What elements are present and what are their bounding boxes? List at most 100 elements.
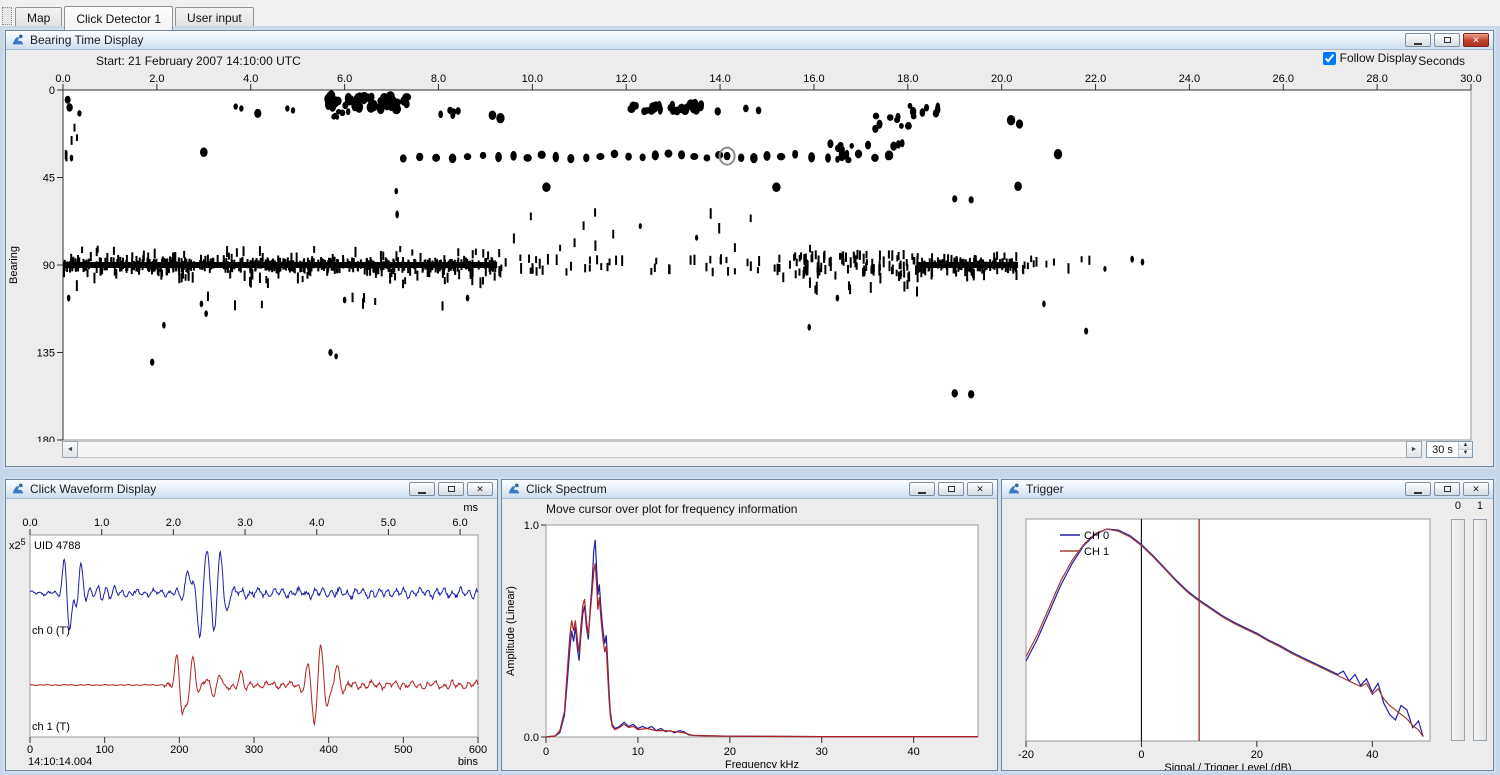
svg-text:20: 20 [724, 746, 736, 758]
minimize-button[interactable] [1405, 33, 1431, 47]
svg-text:ch 1 (T): ch 1 (T) [32, 721, 70, 733]
svg-text:ch 0 (T): ch 0 (T) [32, 625, 70, 637]
svg-text:1.0: 1.0 [524, 520, 539, 532]
spinner-up-button[interactable]: ▲ [1459, 442, 1472, 450]
svg-text:30.0: 30.0 [1460, 73, 1481, 85]
bearing-scrollbar[interactable]: ◄ ► [62, 441, 1422, 458]
close-button[interactable]: ✕ [1463, 33, 1489, 47]
restore-button[interactable] [1434, 33, 1460, 47]
tab-click-detector-1[interactable]: Click Detector 1 [64, 6, 174, 30]
svg-text:4.0: 4.0 [243, 73, 258, 85]
bearing-time-plot[interactable]: 0.0 2.0 4.0 6.0 8.0 10.0 12.0 14.0 16.0 18.0 20.0 2… [6, 70, 1491, 442]
svg-text:1.0: 1.0 [94, 517, 109, 529]
svg-text:135: 135 [37, 348, 55, 360]
svg-text:0.0: 0.0 [22, 517, 37, 529]
scroll-left-button[interactable]: ◄ [62, 441, 78, 458]
window-title: Trigger [1026, 482, 1064, 496]
svg-text:Frequency kHz: Frequency kHz [725, 759, 799, 768]
tab-strip: Map Click Detector 1 User input [0, 0, 1500, 30]
svg-text:10: 10 [632, 746, 644, 758]
click-spectrum-window: Click Spectrum ✕ Move cursor over plot f… [501, 479, 998, 771]
svg-text:400: 400 [319, 744, 337, 756]
svg-text:14.0: 14.0 [709, 73, 730, 85]
svg-text:6.0: 6.0 [337, 73, 352, 85]
svg-text:0.0: 0.0 [55, 73, 70, 85]
follow-display-label: Follow Display [1339, 51, 1417, 65]
svg-text:16.0: 16.0 [803, 73, 824, 85]
channel-1-meter-label: 1 [1476, 500, 1483, 512]
svg-text:18.0: 18.0 [897, 73, 918, 85]
close-button[interactable]: ✕ [467, 482, 493, 496]
spinner-down-button[interactable]: ▼ [1459, 450, 1472, 457]
svg-text:x25: x25 [9, 537, 26, 552]
window-title: Bearing Time Display [30, 33, 144, 47]
svg-text:6.0: 6.0 [452, 517, 467, 529]
spectrum-plot[interactable]: 1.0 0.0 Amplitude (Linear) 0 10 20 30 40 Frequen… [502, 499, 995, 768]
svg-text:180: 180 [37, 435, 55, 442]
restore-button[interactable] [1434, 482, 1460, 496]
tab-strip-scroll[interactable] [2, 7, 12, 25]
channel-1-level-meter [1473, 519, 1487, 741]
svg-text:CH 0: CH 0 [1084, 530, 1109, 542]
svg-text:24.0: 24.0 [1179, 73, 1200, 85]
trigger-plot[interactable]: -20 0 20 40 Signal / Trigger Level (dB) CH 0 C… [1002, 499, 1444, 770]
restore-button[interactable] [938, 482, 964, 496]
svg-text:500: 500 [394, 744, 412, 756]
close-button[interactable]: ✕ [1463, 482, 1489, 496]
svg-text:14:10:14.004: 14:10:14.004 [28, 756, 92, 768]
svg-text:3.0: 3.0 [237, 517, 252, 529]
svg-text:0: 0 [543, 746, 549, 758]
svg-text:90: 90 [43, 260, 55, 272]
svg-text:ms: ms [463, 502, 478, 514]
svg-text:0: 0 [49, 85, 55, 97]
time-units-label: Seconds [1418, 54, 1465, 68]
bearing-titlebar[interactable]: Bearing Time Display ✕ [6, 31, 1493, 50]
svg-text:UID 4788: UID 4788 [34, 540, 80, 552]
svg-text:10.0: 10.0 [522, 73, 543, 85]
tab-user-input[interactable]: User input [175, 7, 254, 29]
svg-text:Amplitude (Linear): Amplitude (Linear) [505, 586, 517, 676]
waveform-plot[interactable]: ms 0.0 1.0 2.0 3.0 4.0 5.0 6.0 0 100 200 300 400 500 6… [6, 499, 495, 768]
svg-text:2.0: 2.0 [166, 517, 181, 529]
svg-text:100: 100 [95, 744, 113, 756]
spectrum-titlebar[interactable]: Click Spectrum ✕ [502, 480, 997, 499]
svg-text:CH 1: CH 1 [1084, 546, 1109, 558]
scroll-right-button[interactable]: ► [1406, 441, 1422, 458]
svg-text:Bearing: Bearing [8, 246, 20, 284]
minimize-button[interactable] [409, 482, 435, 496]
svg-text:600: 600 [469, 744, 487, 756]
svg-text:4.0: 4.0 [309, 517, 324, 529]
restore-button[interactable] [438, 482, 464, 496]
waveform-titlebar[interactable]: Click Waveform Display ✕ [6, 480, 497, 499]
mdi-desktop: Bearing Time Display ✕ Start: 21 Februar… [0, 26, 1500, 775]
svg-text:26.0: 26.0 [1273, 73, 1294, 85]
svg-text:28.0: 28.0 [1366, 73, 1387, 85]
pamguard-icon [1008, 483, 1020, 494]
close-button[interactable]: ✕ [967, 482, 993, 496]
window-title: Click Waveform Display [30, 482, 157, 496]
start-time-label: Start: 21 February 2007 14:10:00 UTC [96, 54, 301, 68]
click-waveform-window: Click Waveform Display ✕ ms 0.0 1.0 2.0 3.0 4… [5, 479, 498, 771]
scrollbar-track[interactable] [78, 441, 1406, 458]
window-title: Click Spectrum [526, 482, 607, 496]
minimize-button[interactable] [909, 482, 935, 496]
trigger-titlebar[interactable]: Trigger ✕ [1002, 480, 1493, 499]
minimize-button[interactable] [1405, 482, 1431, 496]
svg-text:22.0: 22.0 [1085, 73, 1106, 85]
svg-text:20: 20 [1251, 749, 1263, 761]
trigger-window: Trigger ✕ -20 0 20 40 Signal / Trigger Level… [1001, 479, 1494, 771]
svg-text:-20: -20 [1018, 749, 1034, 761]
svg-text:12.0: 12.0 [615, 73, 636, 85]
follow-display-control[interactable]: Follow Display [1322, 51, 1417, 65]
tab-map[interactable]: Map [15, 7, 63, 29]
bearing-time-display-window: Bearing Time Display ✕ Start: 21 Februar… [5, 30, 1494, 467]
svg-text:8.0: 8.0 [431, 73, 446, 85]
svg-text:45: 45 [43, 173, 55, 185]
svg-text:40: 40 [908, 746, 920, 758]
svg-text:0: 0 [27, 744, 33, 756]
follow-display-checkbox[interactable] [1322, 51, 1336, 65]
svg-text:bins: bins [458, 756, 479, 768]
pamguard-icon [12, 34, 24, 45]
time-range-spinner[interactable]: 30 s ▲ ▼ [1426, 441, 1473, 458]
